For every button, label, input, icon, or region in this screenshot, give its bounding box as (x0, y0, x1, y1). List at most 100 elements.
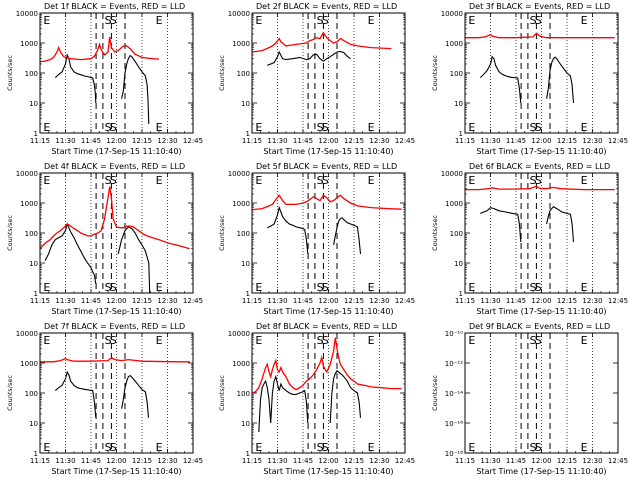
plot-frame (39, 12, 194, 134)
marker-label-s: S (105, 14, 112, 27)
y-tick-label: 1000 (232, 40, 250, 48)
marker-label-s: S (322, 281, 329, 294)
x-axis-label: Start Time (17-Sep-15 11:10:40) (263, 147, 393, 156)
x-tick-label: 12:30 (582, 457, 602, 465)
x-tick-label: 11:30 (267, 457, 287, 465)
x-tick-label: 11:30 (267, 137, 287, 145)
y-tick-label: 1 (459, 290, 463, 298)
marker-label-s: S (105, 281, 112, 294)
lld-series-line (39, 186, 190, 250)
y-tick-label: 10⁻¹⁴ (445, 390, 463, 398)
marker-label-e: E (368, 121, 375, 134)
y-axis-label: Counts/sec (431, 215, 439, 251)
y-tick-label: 10 (241, 100, 250, 108)
y-tick-label: 10000 (228, 330, 250, 338)
marker-label-e: E (468, 281, 475, 294)
marker-label-s: S (530, 14, 537, 27)
marker-label-s: S (105, 334, 112, 347)
marker-label-s: S (110, 441, 117, 454)
y-tick-label: 1000 (445, 200, 463, 208)
y-tick-label: 10 (454, 260, 463, 268)
panel-det-3: Det 3f BLACK = Events, RED = LLD 1 10 100 10… (431, 2, 628, 156)
panel-det-2: Det 2f BLACK = Events, RED = LLD 1 10 100 10… (218, 2, 415, 156)
marker-label-s: S (535, 121, 542, 134)
x-tick-label: 11:15 (30, 457, 50, 465)
marker-label-s: S (317, 281, 324, 294)
x-tick-label: 12:15 (557, 297, 577, 305)
y-tick-label: 10000 (16, 170, 38, 178)
y-axis-label: Counts/sec (218, 375, 226, 411)
y-tick-label: 1000 (445, 40, 463, 48)
x-tick-label: 11:30 (480, 457, 500, 465)
plot-frame (464, 332, 619, 454)
plot-frame (251, 332, 406, 454)
x-axis-label: Start Time (17-Sep-15 11:10:40) (476, 307, 606, 316)
x-tick-label: 11:30 (55, 297, 75, 305)
y-tick-label: 10000 (228, 10, 250, 18)
marker-label-s: S (110, 281, 117, 294)
x-tick-label: 11:15 (30, 297, 50, 305)
panel-det-9: Det 9f BLACK = Events, RED = LLD 10⁻¹⁸ 10⁻… (431, 322, 628, 476)
y-tick-label: 1000 (232, 200, 250, 208)
y-axis-label: Counts/sec (6, 215, 14, 251)
marker-label-e: E (368, 281, 375, 294)
x-tick-label: 12:45 (183, 297, 203, 305)
x-tick-label: 12:15 (344, 297, 364, 305)
y-axis-label: Counts/sec (431, 375, 439, 411)
x-axis-label: Start Time (17-Sep-15 11:10:40) (51, 307, 181, 316)
x-tick-label: 12:00 (531, 297, 551, 305)
x-axis-label: Start Time (17-Sep-15 11:10:40) (51, 467, 181, 476)
events-series-line (121, 54, 150, 125)
marker-label-s: S (535, 14, 542, 27)
x-axis-label: Start Time (17-Sep-15 11:10:40) (476, 147, 606, 156)
y-tick-label: 10⁻¹⁰ (445, 330, 463, 338)
y-tick-label: 1 (459, 130, 463, 138)
lld-series-line (39, 36, 160, 63)
events-series-line (546, 56, 575, 104)
marker-label-e: E (43, 281, 50, 294)
events-series-line (54, 53, 97, 104)
marker-label-e: E (581, 14, 588, 27)
panel-det-1: Det 1f BLACK = Events, RED = LLD 1 10 100 10… (6, 2, 203, 156)
panel-title: Det 8f BLACK = Events, RED = LLD (256, 322, 397, 331)
marker-label-e: E (255, 281, 262, 294)
marker-label-s: S (535, 441, 542, 454)
marker-label-e: E (43, 174, 50, 187)
y-tick-label: 10 (29, 420, 38, 428)
panel-det-5: Det 5f BLACK = Events, RED = LLD 1 10 100 10… (218, 162, 415, 316)
y-tick-label: 100 (237, 70, 250, 78)
y-axis-label: Counts/sec (431, 55, 439, 91)
marker-label-s: S (322, 334, 329, 347)
marker-label-e: E (255, 334, 262, 347)
x-tick-label: 12:45 (608, 457, 628, 465)
marker-label-e: E (255, 14, 262, 27)
x-tick-label: 11:15 (455, 457, 475, 465)
marker-label-s: S (110, 14, 117, 27)
x-tick-label: 11:30 (55, 457, 75, 465)
x-tick-label: 12:45 (183, 137, 203, 145)
y-tick-label: 10 (29, 260, 38, 268)
x-tick-label: 12:30 (582, 137, 602, 145)
x-axis-label: Start Time (17-Sep-15 11:10:40) (51, 147, 181, 156)
marker-label-s: S (530, 441, 537, 454)
marker-label-e: E (43, 441, 50, 454)
x-tick-label: 12:00 (318, 137, 338, 145)
x-tick-label: 11:30 (267, 297, 287, 305)
marker-label-e: E (368, 174, 375, 187)
x-tick-label: 12:30 (369, 297, 389, 305)
plot-frame (251, 172, 406, 294)
y-tick-label: 10000 (441, 10, 463, 18)
y-axis-label: Counts/sec (218, 55, 226, 91)
x-tick-label: 12:45 (183, 457, 203, 465)
y-tick-label: 1000 (20, 40, 38, 48)
plot-frame (251, 12, 406, 134)
x-tick-label: 11:15 (242, 297, 262, 305)
marker-label-s: S (322, 174, 329, 187)
marker-label-e: E (468, 441, 475, 454)
lld-series-line (251, 31, 392, 53)
x-tick-label: 11:30 (480, 297, 500, 305)
x-tick-label: 11:45 (293, 297, 313, 305)
x-tick-label: 12:15 (557, 137, 577, 145)
marker-label-e: E (156, 441, 163, 454)
x-tick-label: 12:45 (608, 297, 628, 305)
